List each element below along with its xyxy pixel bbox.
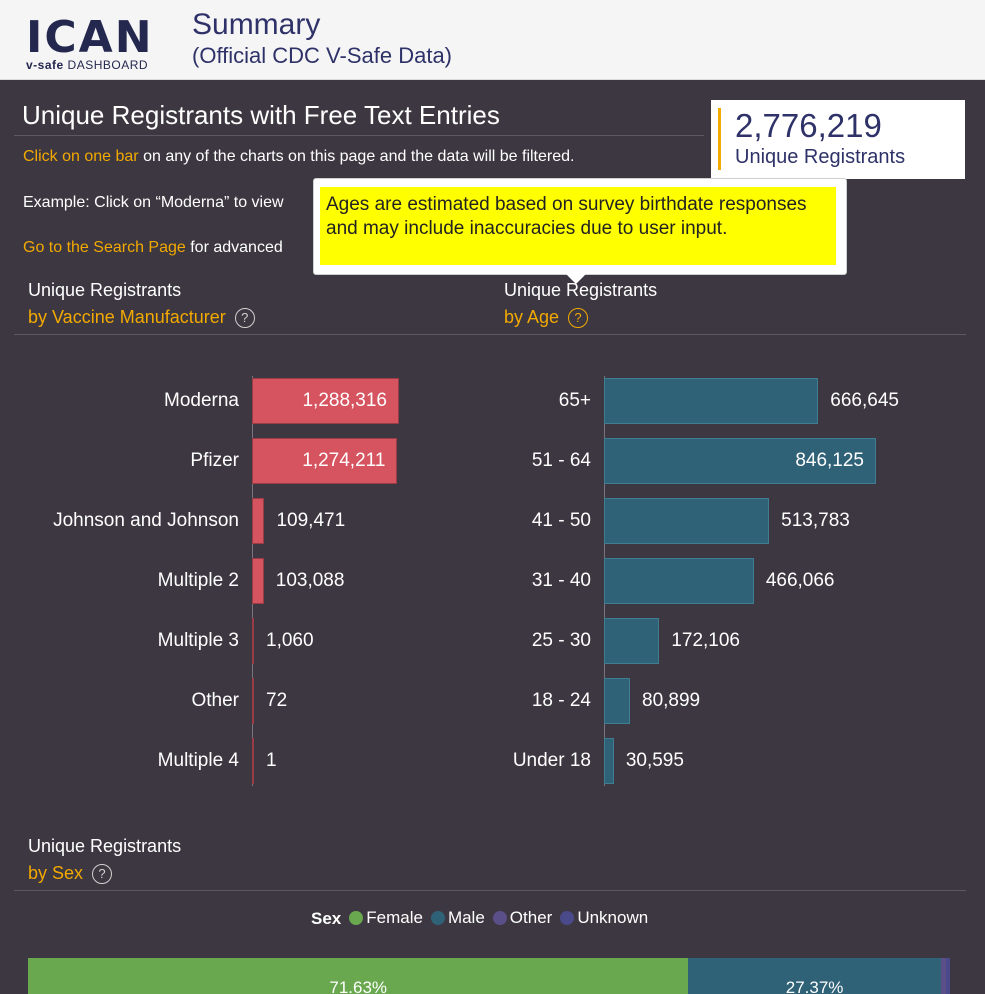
legend-dot-icon [349,911,364,925]
card-accent-bar [718,108,721,170]
bar-value-label: 1,288,316 [302,390,387,411]
tooltip-arrow [566,274,586,284]
bar[interactable] [604,438,876,484]
bar[interactable] [252,378,399,424]
legend-dot-icon [492,911,507,925]
manufacturer-chart-heading: Unique Registrants by Vaccine Manufactur… [28,280,255,328]
bar[interactable] [252,738,254,784]
category-label[interactable]: Other [191,690,239,711]
category-label[interactable]: Multiple 3 [157,630,239,651]
click-bar-link[interactable]: Click on one bar [23,148,139,165]
age-chart-heading: Unique Registrants by Age? [504,280,657,328]
search-instructions: Go to the Search Page for advanced [23,239,283,256]
manufacturer-chart-title: Unique Registrants [28,280,182,300]
logo-wordmark: ICAN [26,12,154,63]
bar-value-label: 1,060 [266,630,314,651]
total-registrants-label: Unique Registrants [735,146,906,168]
bar-value-label: 466,066 [765,570,835,591]
bar[interactable] [252,438,398,484]
bar[interactable] [604,558,754,604]
logo-subtitle: v-safe DASHBOARD [26,58,149,72]
bar-value-label: 172,106 [671,630,740,651]
sex-chart-subtitle: by Sex [28,863,84,883]
bar[interactable] [252,678,254,724]
legend-dot-icon [560,911,575,925]
legend-title: Sex [311,909,342,928]
sex-chart-heading: Unique Registrants by Sex? [28,836,181,884]
legend-label: Other [509,908,553,927]
sex-legend: Sex Female Male Other Unknown [311,908,656,930]
tooltip-text: Ages are estimated based on survey birth… [320,187,836,265]
filter-instructions: Click on one bar on any of the charts on… [23,148,575,165]
category-label[interactable]: 25 - 30 [531,630,591,651]
legend-label: Unknown [577,908,649,927]
bar[interactable] [604,738,614,784]
bar-value-label: 666,645 [830,390,899,411]
sex-divider [14,890,966,891]
help-icon[interactable]: ? [92,863,113,884]
ican-logo[interactable]: ICAN v-safe DASHBOARD [26,12,166,73]
category-label[interactable]: Multiple 2 [157,570,239,591]
category-label[interactable]: 51 - 64 [531,450,591,471]
legend-label: Female [366,908,423,927]
category-label[interactable]: Under 18 [512,750,591,771]
bar-value-label: 1,274,211 [302,450,386,471]
category-label[interactable]: Multiple 4 [157,750,239,771]
sex-segment-other[interactable] [940,958,947,994]
legend-item[interactable]: Female [349,908,423,928]
total-registrants-card: 2,776,219 Unique Registrants [711,100,965,179]
legend-item[interactable]: Unknown [560,908,648,928]
bar-value-label: 109,471 [276,510,346,531]
bar[interactable] [604,678,630,724]
legend-dot-icon [430,911,445,925]
legend-item[interactable]: Other [492,908,553,928]
category-label[interactable]: Pfizer [190,450,239,471]
legend-item[interactable]: Male [430,908,485,928]
app-header: ICAN v-safe DASHBOARD Summary (Official … [0,0,985,80]
sex-segment-male[interactable]: 27.37% [688,958,941,994]
page-title: Summary [192,8,321,41]
section-divider [14,135,704,136]
example-text: Example: Click on “Moderna” to view [23,194,284,211]
section-title: Unique Registrants with Free Text Entrie… [22,100,500,130]
total-registrants-value: 2,776,219 [735,107,882,144]
bar-value-label: 513,783 [781,510,850,531]
bar[interactable] [604,378,819,424]
category-label[interactable]: 18 - 24 [531,690,591,711]
sex-chart-title: Unique Registrants [28,836,182,856]
category-label[interactable]: Moderna [164,390,239,411]
page-subtitle: (Official CDC V-Safe Data) [192,43,453,68]
bar[interactable] [604,498,770,544]
age-chart-subtitle: by Age [504,307,560,327]
age-chart-title: Unique Registrants [504,280,658,300]
category-label[interactable]: Johnson and Johnson [53,510,239,531]
bar[interactable] [604,618,660,664]
bar-value-label: 846,125 [795,450,864,471]
bar-value-label: 80,899 [642,690,701,711]
legend-label: Male [447,908,485,927]
bar-value-label: 30,595 [625,750,684,771]
manufacturer-chart-subtitle: by Vaccine Manufacturer [28,307,226,327]
bar[interactable] [252,498,265,544]
sex-segment-female[interactable]: 71.63% [28,958,689,994]
category-label[interactable]: 31 - 40 [531,570,591,591]
charts-divider [14,334,966,335]
bar[interactable] [252,558,264,604]
help-icon[interactable]: ? [568,307,589,328]
age-tooltip: Ages are estimated based on survey birth… [313,178,847,284]
bar-value-label: 103,088 [275,570,345,591]
help-icon[interactable]: ? [234,307,255,328]
category-label[interactable]: 41 - 50 [531,510,591,531]
search-page-link[interactable]: Go to the Search Page [23,239,186,256]
sex-stacked-bar: 71.63% 27.37% [28,958,950,994]
bar-value-label: 72 [266,690,288,711]
sex-segment-unknown[interactable] [946,958,950,994]
bar-value-label: 1 [266,750,277,771]
category-label[interactable]: 65+ [558,390,591,411]
bar[interactable] [252,618,254,664]
